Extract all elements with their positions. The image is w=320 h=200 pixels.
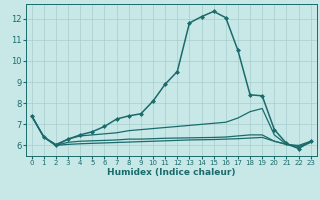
X-axis label: Humidex (Indice chaleur): Humidex (Indice chaleur) <box>107 168 236 177</box>
